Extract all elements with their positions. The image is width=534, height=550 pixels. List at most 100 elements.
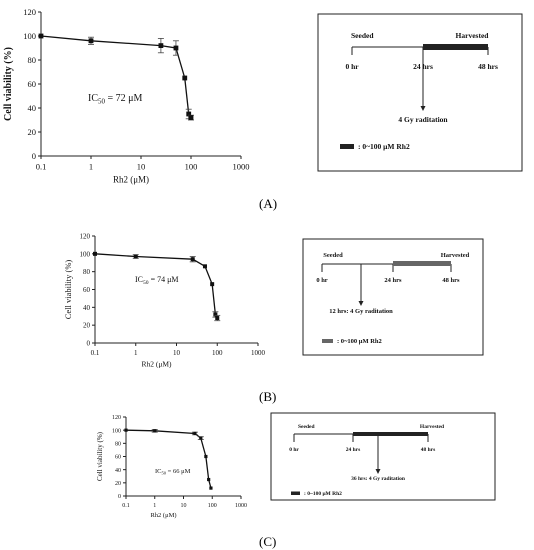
x-axis-label-b: Rh2 (μM): [141, 360, 172, 369]
y-tick-label-b-4: 80: [83, 268, 91, 276]
data-point-b-6: [215, 316, 220, 321]
data-point-a-4: [182, 75, 188, 81]
data-point-c-2: [193, 431, 197, 436]
radiation-arrowhead-c: [375, 469, 381, 474]
seeded-label-a: Seeded: [351, 31, 374, 40]
x-tick-label-b-0: 0.1: [91, 349, 100, 357]
y-tick-label-c-2: 40: [115, 468, 121, 474]
radiation-arrowhead-b: [358, 301, 364, 306]
x-axis-label-c: Rh2 (μM): [150, 512, 176, 519]
x-tick-label-b-2: 10: [173, 349, 181, 357]
x-tick-label-a-2: 10: [137, 162, 146, 172]
y-tick-label-c-4: 80: [115, 441, 121, 447]
data-point-b-0: [93, 251, 97, 256]
ic50-annotation-a: IC50 = 72 μM: [88, 93, 143, 106]
time-24-label-b: 24 hrs: [384, 277, 402, 284]
time-48-label-c: 48 hrs: [421, 447, 436, 453]
y-tick-label-a-3: 60: [28, 79, 37, 89]
seeded-label-b: Seeded: [323, 252, 343, 259]
y-tick-label-a-1: 20: [28, 127, 37, 137]
y-tick-label-c-3: 60: [115, 455, 121, 461]
legend-swatch-c: [291, 491, 300, 495]
x-tick-label-a-1: 1: [89, 162, 93, 172]
legend-label-b: : 0~100 μM Rh2: [337, 338, 382, 345]
harvested-label-a: Harvested: [456, 31, 490, 40]
treatment-bar-a: [423, 44, 488, 50]
time-24-label-c: 24 hrs: [346, 447, 361, 453]
data-point-c-1: [153, 429, 157, 433]
data-point-a-2: [158, 43, 164, 48]
data-point-a-1: [88, 38, 94, 44]
harvested-label-c: Harvested: [420, 424, 444, 430]
series-line-b: [94, 253, 218, 319]
scheme-box-b: [302, 238, 484, 356]
y-tick-label-b-0: 0: [87, 339, 91, 347]
x-tick-label-c-2: 10: [181, 503, 187, 509]
series-line-c: [125, 429, 212, 489]
data-point-b-3: [202, 264, 207, 269]
y-tick-label-b-1: 20: [83, 322, 91, 330]
y-tick-label-c-0: 0: [118, 494, 121, 500]
x-tick-label-b-1: 1: [134, 349, 138, 357]
legend-swatch-a: [340, 144, 354, 149]
y-tick-label-c-1: 20: [115, 481, 121, 487]
data-point-a-6: [188, 115, 194, 120]
x-tick-label-a-0: 0.1: [36, 162, 47, 172]
y-axis-label-c: Cell viability (%): [96, 431, 104, 481]
treatment-bar-c: [353, 432, 428, 436]
radiation-arrowhead-a: [420, 106, 426, 111]
seeded-label-c: Seeded: [298, 424, 315, 430]
x-tick-label-c-1: 1: [153, 503, 156, 509]
x-tick-label-a-3: 100: [185, 162, 198, 172]
legend-label-a: : 0~100 μM Rh2: [358, 142, 410, 151]
data-point-c-0: [124, 428, 128, 432]
panel-label-b: (B): [259, 389, 277, 404]
data-point-b-5: [213, 312, 218, 317]
data-point-a-3: [173, 45, 179, 51]
x-tick-label-b-4: 1000: [251, 349, 266, 357]
ic50-annotation-c: IC50 = 66 μM: [155, 468, 191, 476]
scheme-box-c: [270, 412, 496, 501]
data-point-b-4: [210, 282, 215, 287]
radiation-label-a: 4 Gy raditation: [398, 115, 448, 124]
x-axis-label-a: Rh2 (μM): [113, 175, 149, 185]
y-tick-label-a-5: 100: [23, 31, 36, 41]
x-tick-label-a-4: 1000: [233, 162, 250, 172]
y-tick-label-c-5: 100: [112, 428, 121, 434]
data-point-a-0: [38, 33, 44, 39]
time-48-label-b: 48 hrs: [442, 277, 460, 284]
time-0-label-c: 0 hr: [289, 447, 299, 453]
time-0-label-a: 0 hr: [345, 62, 359, 71]
y-tick-label-c-6: 120: [112, 415, 121, 421]
y-tick-label-b-5: 100: [80, 250, 91, 258]
data-point-b-1: [133, 254, 138, 259]
series-line-a: [40, 35, 192, 118]
data-point-b-2: [190, 257, 195, 262]
y-axis-label-a: Cell viability (%): [3, 47, 14, 121]
data-point-c-3: [199, 436, 203, 440]
y-tick-label-b-2: 40: [83, 304, 91, 312]
panel-label-a: (A): [259, 196, 278, 211]
time-0-label-b: 0 hr: [316, 277, 327, 284]
data-point-a-5: [186, 111, 192, 117]
y-tick-label-a-0: 0: [32, 151, 36, 161]
data-point-c-5: [207, 477, 211, 482]
data-point-c-6: [209, 486, 213, 490]
data-point-c-4: [204, 454, 208, 459]
y-tick-label-a-2: 40: [28, 103, 37, 113]
radiation-label-b: 12 hrs: 4 Gy raditation: [329, 308, 393, 315]
x-tick-label-c-3: 100: [208, 503, 217, 509]
x-tick-label-b-3: 100: [212, 349, 223, 357]
y-tick-label-b-3: 60: [83, 286, 91, 294]
y-tick-label-b-6: 120: [80, 232, 91, 240]
treatment-bar-b: [393, 261, 451, 266]
panel-label-c: (C): [259, 534, 277, 549]
y-tick-label-a-6: 120: [23, 7, 36, 17]
legend-swatch-b: [322, 339, 333, 343]
ic50-annotation-b: IC50 = 74 μM: [135, 275, 179, 286]
time-48-label-a: 48 hrs: [478, 62, 498, 71]
legend-label-c: : 0~100 μM Rh2: [304, 491, 342, 497]
x-tick-label-c-0: 0.1: [122, 503, 130, 509]
radiation-label-c: 36 hrs: 4 Gy raditation: [351, 476, 405, 482]
